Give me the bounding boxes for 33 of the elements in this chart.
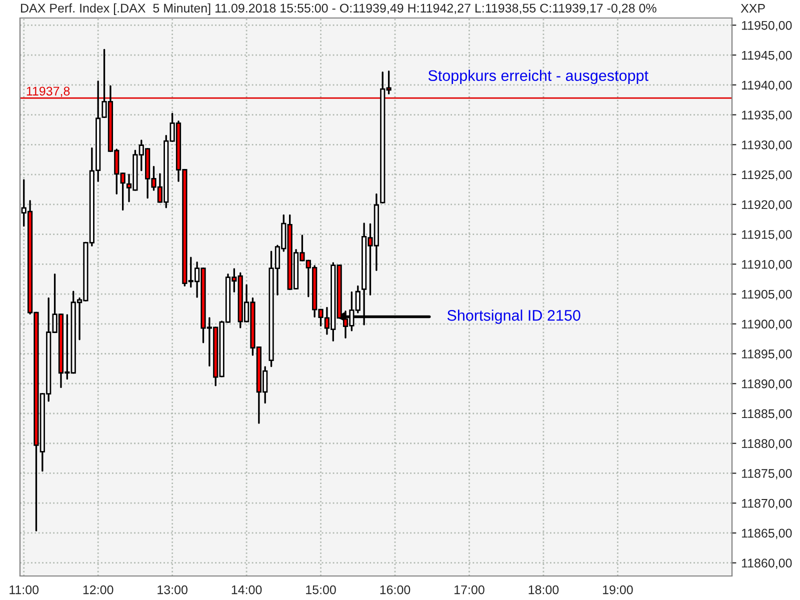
y-tick-label: 11910,00 [742,260,792,270]
x-tick-label: 15:00 [306,585,336,594]
y-tick-label: 11945,00 [742,50,792,62]
x-tick-label: 14:00 [232,585,262,594]
annotation: Shortsignal ID 2150 [447,310,580,324]
x-tick-label: 13:00 [158,585,188,594]
y-tick-label: 11925,00 [742,170,792,181]
y-tick-label: 11905,00 [742,290,792,300]
y-tick-label: 11860,00 [742,558,792,569]
annotation: Stoppkurs erreicht - ausgestoppt [428,70,648,84]
chart-title: DAX Perf. Index [.DAX 5 Minuten] 11.09.2018 15:55:00 - O:11939,49 H:11942,27 L:11938,55 C:11939,17 -0,28 0% [21,3,656,16]
y-tick-label: 11930,00 [742,140,792,151]
y-axis-title: XXP [740,4,765,13]
y-tick-label: 11900,00 [742,320,792,330]
y-tick-label: 11875,00 [742,469,792,480]
x-tick-label: 12:00 [83,585,114,594]
y-tick-label: 11895,00 [742,350,792,360]
y-tick-label: 11935,00 [742,110,792,121]
x-tick-label: 16:00 [380,585,410,594]
x-tick-label: 17:00 [454,585,484,594]
y-tick-label: 11870,00 [742,498,792,510]
x-tick-label: 11:00 [10,585,39,594]
y-tick-label: 11940,00 [742,80,792,92]
y-tick-label: 11885,00 [742,409,792,420]
y-tick-label: 11950,00 [742,20,792,32]
y-tick-label: 11920,00 [742,200,792,211]
x-tick-label: 19:00 [603,585,633,594]
y-tick-label: 11915,00 [742,230,792,240]
y-tick-label: 11880,00 [742,439,792,450]
y-tick-label: 11865,00 [742,528,792,540]
ref-line-label: 11937,8 [26,86,70,98]
x-tick-label: 18:00 [528,585,559,594]
y-tick-label: 11890,00 [742,379,792,390]
